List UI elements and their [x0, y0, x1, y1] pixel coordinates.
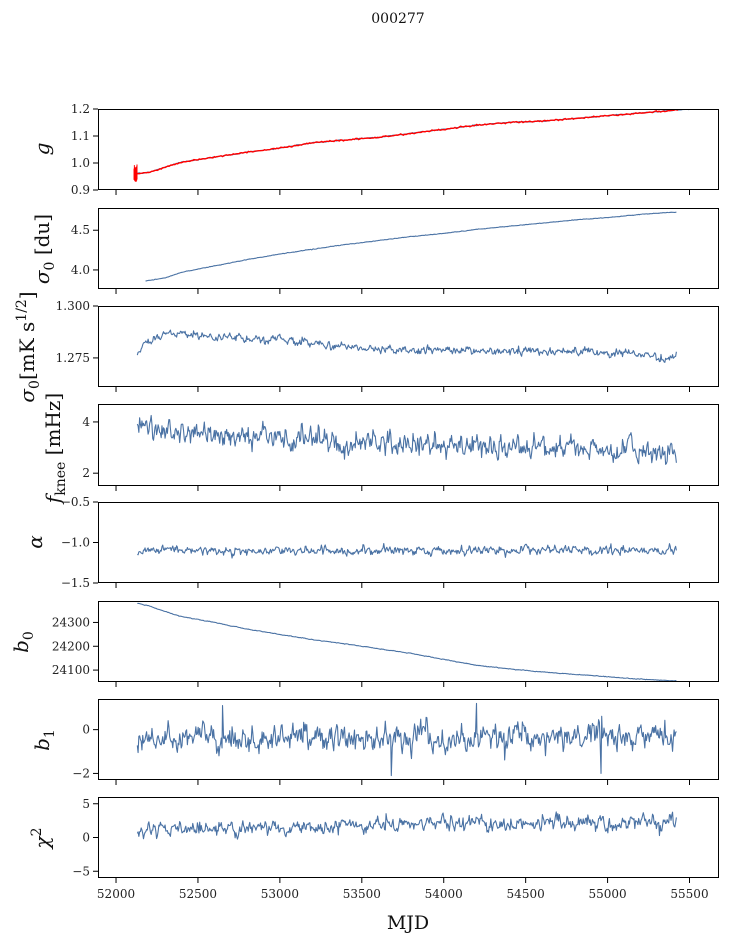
panel-chi2: χ2 −5 0 5 52000 52500 53000 53500 54000 54500 550…	[29, 797, 719, 901]
x-tick-label: 54500	[507, 887, 545, 901]
series-line-fknee	[136, 414, 677, 465]
y-tick-label: 24200	[52, 639, 90, 653]
series-line-g	[135, 109, 690, 175]
x-tick-label: 52000	[97, 887, 135, 901]
axes-frame	[98, 502, 719, 583]
ylabel-b0: b0	[9, 631, 37, 653]
axes-frame	[98, 306, 719, 387]
y-tick-label: 2	[82, 466, 90, 480]
y-tick-label: 1.2	[71, 102, 90, 116]
y-tick-label: 5	[82, 797, 90, 811]
ylabel-b1: b1	[30, 729, 58, 751]
series-line-sigma0_mK	[136, 329, 677, 363]
y-tick-label: 0	[82, 831, 90, 845]
panel-sigma0-mk: σ0[mK s1/2] 1.275 1.300	[14, 291, 719, 403]
y-tick-label: 1.0	[71, 156, 90, 170]
y-tick-label: −1.5	[61, 576, 90, 590]
x-axis-label: MJD	[387, 912, 429, 934]
axes-frame	[98, 109, 719, 190]
panel-alpha: α −1.5 −1.0 −0.5	[23, 495, 719, 590]
series-line-alpha	[137, 542, 677, 559]
y-tick-label: 1.275	[56, 351, 90, 365]
axes-frame	[98, 797, 719, 878]
y-tick-label: 0	[82, 723, 90, 737]
y-tick-label: −5	[72, 864, 90, 878]
series-line-chi2	[136, 811, 677, 840]
y-tick-label: 1.300	[56, 299, 90, 313]
series-line-b1	[136, 702, 677, 777]
figure-title: 000277	[371, 11, 424, 27]
axes-frame	[98, 208, 719, 289]
axes-frame	[98, 404, 719, 486]
y-tick-label: −2	[72, 766, 90, 780]
series-line-sigma0_du	[145, 211, 677, 282]
series-line-b0	[137, 602, 677, 682]
y-tick-label: 24300	[52, 615, 90, 629]
y-tick-label: −1.0	[61, 536, 90, 550]
y-tick-label: −0.5	[61, 495, 90, 509]
y-tick-label: 4.0	[71, 263, 90, 277]
ylabel-fknee: fknee [mHz]	[41, 393, 69, 505]
axes-frame	[98, 699, 719, 780]
x-tick-label: 54000	[425, 887, 463, 901]
ylabel-g: g	[30, 143, 54, 156]
x-tick-label: 53500	[343, 887, 381, 901]
y-tick-label: 4	[82, 415, 90, 429]
y-tick-label: 0.9	[71, 183, 90, 197]
y-tick-label: 24100	[52, 663, 90, 677]
panel-sigma0-du: σ0 [du] 4.0 4.5	[30, 208, 719, 294]
ylabel-chi2: χ2	[29, 827, 54, 850]
y-tick-label: 1.1	[71, 129, 90, 143]
x-tick-label: 52500	[179, 887, 217, 901]
ylabel-alpha: α	[23, 535, 47, 549]
x-tick-label: 55500	[670, 887, 708, 901]
x-tick-label: 55000	[588, 887, 626, 901]
panel-b1: b1 −2 0	[30, 699, 719, 785]
y-tick-label: 4.5	[71, 223, 90, 237]
x-tick-label: 53000	[261, 887, 299, 901]
panel-fknee: fknee [mHz] 2 4	[41, 393, 719, 505]
panel-g: g 0.9 1.0 1.1 1.2	[30, 102, 719, 197]
axes-frame	[98, 601, 719, 682]
overlay-line-g	[133, 109, 679, 175]
ylabel-sigma0-du: σ0 [du]	[30, 214, 58, 284]
ylabel-sigma0-mk: σ0[mK s1/2]	[14, 291, 43, 402]
panel-b0: b0 24100 24200 24300	[9, 601, 719, 687]
